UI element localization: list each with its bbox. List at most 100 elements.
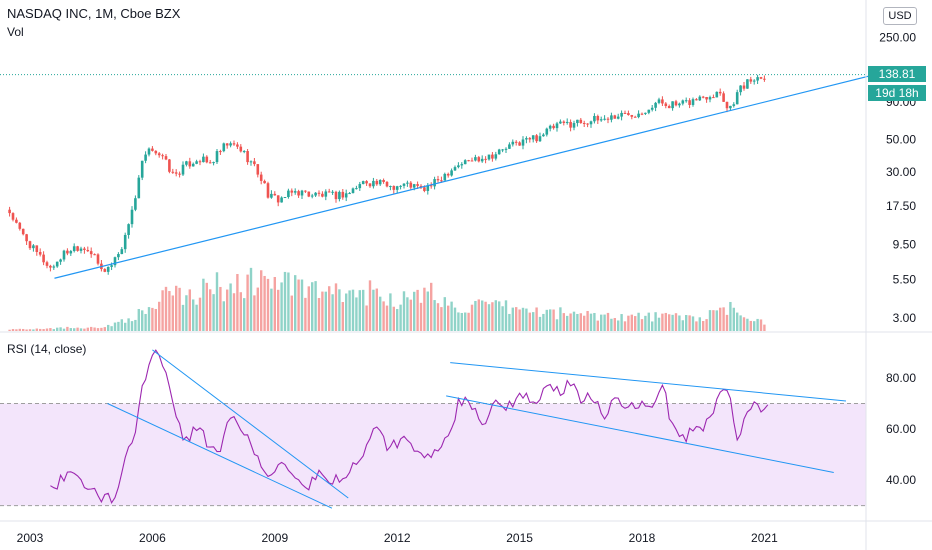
- volume-bar: [365, 305, 368, 331]
- volume-bar: [385, 305, 389, 331]
- candle-body: [406, 182, 409, 184]
- currency-badge[interactable]: USD: [883, 7, 917, 25]
- candle-body: [372, 180, 375, 187]
- volume-bar: [147, 307, 151, 331]
- volume-bar: [137, 309, 140, 331]
- volume-bar: [294, 275, 297, 331]
- candle-body: [480, 158, 484, 162]
- price-tick-label: 50.00: [886, 132, 916, 146]
- volume-bar: [657, 317, 661, 331]
- volume-bar: [283, 271, 287, 331]
- candle-body: [157, 153, 161, 156]
- volume-bar: [593, 312, 596, 331]
- volume-bar: [749, 320, 752, 331]
- volume-bar: [144, 313, 147, 331]
- volume-bar: [15, 329, 18, 331]
- volume-bar: [243, 298, 246, 331]
- volume-bar: [634, 316, 637, 331]
- volume-bar: [22, 328, 25, 331]
- candle-body: [276, 195, 280, 203]
- volume-bar: [538, 316, 542, 331]
- candle-body: [470, 160, 474, 162]
- volume-bar: [416, 289, 419, 331]
- candle-body: [338, 191, 341, 200]
- price-tick-label: 3.00: [893, 311, 917, 325]
- candle-body: [712, 97, 715, 99]
- last-price-tag: 138.81: [868, 66, 926, 82]
- candle-body: [497, 149, 501, 155]
- candle-body: [25, 234, 28, 242]
- candle-body: [644, 112, 647, 114]
- candle-body: [222, 143, 226, 152]
- volume-bar: [103, 327, 106, 331]
- volume-bar: [32, 329, 35, 331]
- candle-body: [38, 251, 42, 255]
- candle-body: [21, 228, 25, 235]
- volume-bar: [498, 301, 501, 331]
- volume-bar: [25, 329, 28, 331]
- volume-bar: [188, 289, 191, 331]
- volume-bar: [535, 307, 538, 331]
- candle-body: [630, 115, 634, 117]
- candle-body: [93, 254, 96, 256]
- volume-bar: [317, 297, 321, 331]
- volume-bar: [212, 294, 215, 331]
- candle-body: [280, 197, 283, 203]
- volume-bar: [334, 283, 338, 331]
- candle-body: [763, 78, 766, 80]
- volume-bar: [171, 295, 174, 331]
- candle-body: [208, 162, 212, 164]
- time-tick-label: 2018: [629, 531, 656, 545]
- candle-body: [191, 163, 195, 167]
- candle-body: [42, 254, 45, 263]
- rsi-pane: [0, 349, 866, 509]
- volume-bar: [406, 297, 409, 331]
- volume-bar: [555, 319, 559, 331]
- candle-body: [35, 245, 39, 252]
- volume-bar: [249, 267, 253, 331]
- candle-body: [426, 185, 430, 191]
- volume-bar: [263, 275, 266, 331]
- volume-bar: [470, 304, 474, 331]
- candle-body: [154, 150, 158, 154]
- volume-bar: [746, 318, 749, 331]
- price-pane: [0, 69, 896, 279]
- rsi-label[interactable]: RSI (14, close): [7, 342, 87, 356]
- volume-bar: [379, 296, 382, 331]
- candle-body: [688, 100, 691, 105]
- candle-body: [236, 144, 239, 147]
- volume-bar: [515, 307, 518, 331]
- volume-bar: [453, 307, 457, 331]
- volume-bar: [423, 287, 426, 331]
- volume-bar: [719, 307, 722, 331]
- volume-bar: [532, 312, 535, 331]
- volume-bar: [613, 318, 616, 331]
- candle-body: [671, 101, 674, 109]
- volume-bar: [637, 312, 640, 331]
- volume-bar: [528, 312, 531, 331]
- volume-bar: [661, 313, 664, 331]
- volume-bar: [603, 314, 606, 331]
- volume-bar: [311, 282, 314, 331]
- candle-body: [52, 266, 56, 268]
- volume-bar: [566, 315, 569, 331]
- candle-body: [440, 180, 443, 182]
- candle-body: [467, 160, 470, 162]
- volume-bar: [161, 290, 164, 331]
- volume-bar: [290, 295, 293, 331]
- volume-bar: [436, 303, 440, 331]
- volume-bar: [324, 291, 327, 331]
- candle-body: [698, 96, 702, 101]
- candle-body: [514, 141, 518, 143]
- candle-body: [378, 180, 382, 185]
- volume-bar: [178, 287, 181, 331]
- volume-bar: [45, 328, 49, 331]
- volume-bar: [120, 319, 123, 331]
- volume-bar: [232, 293, 236, 331]
- volume-bar: [86, 327, 89, 331]
- candle-body: [72, 246, 76, 252]
- candle-body: [127, 224, 130, 235]
- candle-body: [535, 135, 538, 142]
- volume-bar: [229, 283, 232, 331]
